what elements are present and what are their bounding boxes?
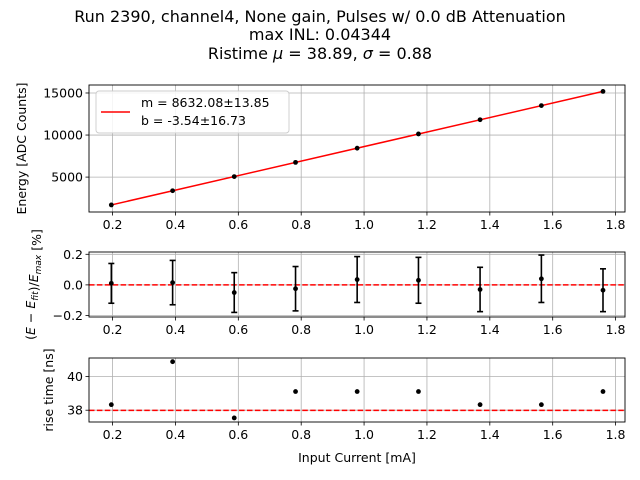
data-point bbox=[477, 117, 483, 123]
data-point bbox=[293, 389, 298, 394]
data-point bbox=[170, 188, 176, 194]
y-axis-label-part: − bbox=[23, 309, 38, 327]
x-tick-label: 1.0 bbox=[354, 217, 374, 232]
x-tick-label: 1.0 bbox=[354, 427, 374, 442]
x-tick-label: 0.4 bbox=[166, 427, 186, 442]
y-axis-label-part: max bbox=[34, 254, 44, 274]
x-tick-label: 0.6 bbox=[228, 427, 248, 442]
data-point bbox=[477, 402, 483, 408]
x-tick-label: 0.8 bbox=[291, 322, 311, 337]
panel-risetime: 0.2 0.4 0.6 0.8 1.0 1.2 1.4 1.6 1.8 38 40 rise time… bbox=[41, 348, 626, 465]
x-axis-label: Input Current [mA] bbox=[298, 450, 416, 465]
x-tick-label: 0.8 bbox=[291, 427, 311, 442]
legend-label-b: b = -3.54±16.73 bbox=[141, 113, 246, 128]
y-tick-label: 38 bbox=[67, 403, 83, 418]
x-tick-label: 1.0 bbox=[354, 322, 374, 337]
x-tick-label: 0.8 bbox=[291, 217, 311, 232]
y-axis-label: Energy [ADC Counts] bbox=[14, 82, 29, 214]
y-tick-label: 5000 bbox=[51, 170, 83, 185]
x-tick-label: 0.4 bbox=[166, 322, 186, 337]
sigma-value: = 0.88 bbox=[372, 44, 433, 63]
mu-value: = 38.89, bbox=[283, 44, 363, 63]
panel-energy: 0.2 0.4 0.6 0.8 1.0 1.2 1.4 1.6 1.8 5000 10000 1500… bbox=[14, 82, 626, 232]
legend-box bbox=[95, 90, 290, 134]
data-point bbox=[231, 290, 237, 295]
y-axis-label: rise time [ns] bbox=[41, 348, 56, 431]
data-point bbox=[231, 415, 237, 421]
y-axis-label: (E − Efit)/Emax [%] bbox=[23, 229, 44, 340]
data-point bbox=[354, 389, 360, 394]
y-axis-label-part: [%] bbox=[29, 229, 44, 255]
x-tick-label: 0.2 bbox=[103, 322, 123, 337]
x-tick-label: 1.4 bbox=[480, 427, 500, 442]
y-axis-label-part: fit bbox=[31, 291, 41, 301]
x-tick-label: 1.4 bbox=[480, 322, 500, 337]
y-tick-label: 15000 bbox=[43, 85, 83, 100]
y-axis-label-part: E bbox=[23, 301, 38, 309]
x-tick-label: 1.4 bbox=[480, 217, 500, 232]
risetime-label: Ristime bbox=[207, 44, 274, 63]
data-point bbox=[354, 145, 360, 151]
x-tick-label: 1.6 bbox=[543, 427, 563, 442]
data-point bbox=[477, 287, 483, 292]
data-point bbox=[538, 402, 544, 408]
y-tick-label: 0.0 bbox=[63, 277, 83, 292]
x-tick-label: 1.6 bbox=[543, 217, 563, 232]
data-point bbox=[600, 389, 606, 394]
panel-residual: 0.2 0.4 0.6 0.8 1.0 1.2 1.4 1.6 1.8 −0.2 0.0 0.2 (E … bbox=[23, 229, 626, 340]
chart-title-line-2: max INL: 0.04344 bbox=[248, 25, 392, 44]
data-point bbox=[600, 287, 606, 293]
x-tick-label: 0.4 bbox=[166, 217, 186, 232]
data-point bbox=[231, 174, 237, 179]
data-point bbox=[538, 103, 544, 109]
x-tick-label: 1.2 bbox=[417, 322, 437, 337]
data-point bbox=[600, 88, 606, 94]
x-tick-label: 0.2 bbox=[103, 217, 123, 232]
x-tick-label: 0.6 bbox=[228, 217, 248, 232]
y-tick-label: 10000 bbox=[43, 128, 83, 143]
sigma-symbol: σ bbox=[362, 44, 373, 63]
data-point bbox=[293, 286, 298, 292]
x-tick-label: 1.8 bbox=[606, 427, 626, 442]
y-tick-label: 0.2 bbox=[63, 247, 83, 262]
data-point bbox=[108, 202, 114, 208]
x-tick-label: 0.6 bbox=[228, 322, 248, 337]
y-axis-label-part: E bbox=[23, 327, 38, 335]
data-point bbox=[416, 131, 421, 137]
x-tick-label: 1.2 bbox=[417, 217, 437, 232]
data-point bbox=[170, 359, 176, 365]
legend: m = 8632.08±13.85 b = -3.54±16.73 bbox=[95, 90, 290, 134]
data-point bbox=[416, 389, 421, 394]
mu-symbol: μ bbox=[273, 44, 284, 63]
data-point bbox=[293, 159, 298, 165]
x-tick-label: 1.8 bbox=[606, 322, 626, 337]
x-tick-label: 1.2 bbox=[417, 427, 437, 442]
x-tick-label: 0.2 bbox=[103, 427, 123, 442]
y-axis-label-part: )/ bbox=[26, 281, 41, 291]
y-tick-label: 40 bbox=[67, 369, 83, 384]
y-tick-label: −0.2 bbox=[53, 308, 83, 323]
axes-frame bbox=[88, 357, 626, 423]
x-tick-label: 1.8 bbox=[606, 217, 626, 232]
data-point bbox=[108, 402, 114, 408]
axes-frame bbox=[88, 84, 626, 213]
data-point bbox=[170, 280, 176, 285]
data-point bbox=[108, 280, 114, 286]
y-axis-label-part: ( bbox=[23, 335, 38, 340]
legend-label-m: m = 8632.08±13.85 bbox=[141, 95, 270, 110]
x-tick-label: 1.6 bbox=[543, 322, 563, 337]
data-point bbox=[354, 277, 360, 282]
chart-title-line-3: Ristime μ = 38.89, σ = 0.88 bbox=[0, 44, 640, 63]
y-axis-label-part: E bbox=[26, 274, 41, 282]
data-point bbox=[538, 276, 544, 282]
data-point bbox=[416, 277, 421, 283]
chart-title-line-1: Run 2390, channel4, None gain, Pulses w/… bbox=[74, 7, 566, 26]
